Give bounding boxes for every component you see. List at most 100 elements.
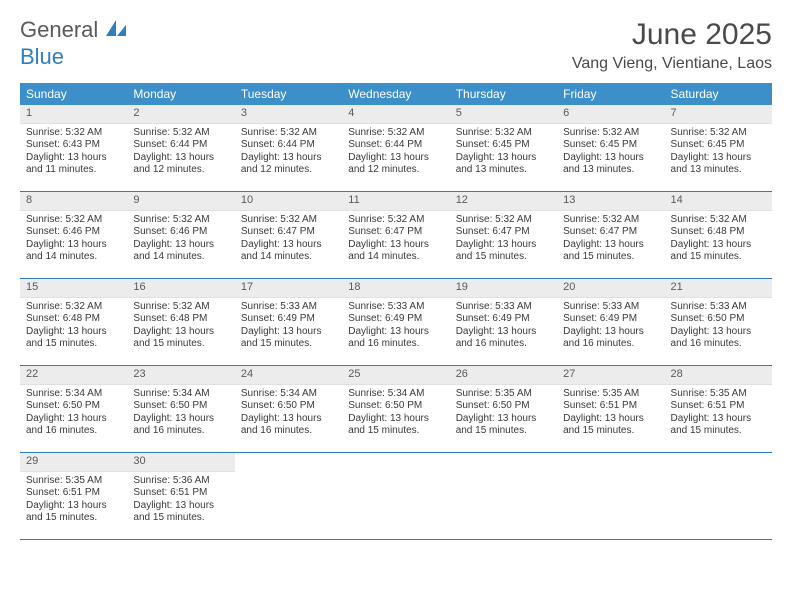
- day-header: Thursday: [450, 83, 557, 105]
- day-details: Sunrise: 5:33 AMSunset: 6:49 PMDaylight:…: [342, 298, 449, 357]
- day-details: Sunrise: 5:32 AMSunset: 6:47 PMDaylight:…: [557, 211, 664, 270]
- day-number: 27: [557, 366, 664, 385]
- day-number: 9: [127, 192, 234, 211]
- sunrise-line: Sunrise: 5:32 AM: [671, 127, 766, 140]
- daylight-line: Daylight: 13 hours and 15 minutes.: [133, 500, 228, 525]
- sunset-line: Sunset: 6:44 PM: [348, 139, 443, 152]
- daylight-line: Daylight: 13 hours and 15 minutes.: [133, 326, 228, 351]
- sunrise-line: Sunrise: 5:33 AM: [671, 301, 766, 314]
- day-number: 16: [127, 279, 234, 298]
- calendar-day: 24Sunrise: 5:34 AMSunset: 6:50 PMDayligh…: [235, 366, 342, 452]
- calendar-empty: [235, 453, 342, 539]
- daylight-line: Daylight: 13 hours and 14 minutes.: [133, 239, 228, 264]
- day-number: 3: [235, 105, 342, 124]
- calendar-week: 15Sunrise: 5:32 AMSunset: 6:48 PMDayligh…: [20, 279, 772, 366]
- daylight-line: Daylight: 13 hours and 16 minutes.: [456, 326, 551, 351]
- day-details: Sunrise: 5:34 AMSunset: 6:50 PMDaylight:…: [127, 385, 234, 444]
- calendar-day: 23Sunrise: 5:34 AMSunset: 6:50 PMDayligh…: [127, 366, 234, 452]
- day-details: Sunrise: 5:32 AMSunset: 6:44 PMDaylight:…: [235, 124, 342, 183]
- calendar-empty: [342, 453, 449, 539]
- daylight-line: Daylight: 13 hours and 16 minutes.: [563, 326, 658, 351]
- sunset-line: Sunset: 6:50 PM: [133, 400, 228, 413]
- day-number: 6: [557, 105, 664, 124]
- day-details: Sunrise: 5:32 AMSunset: 6:45 PMDaylight:…: [665, 124, 772, 183]
- sunrise-line: Sunrise: 5:32 AM: [133, 301, 228, 314]
- day-number: 15: [20, 279, 127, 298]
- sunset-line: Sunset: 6:48 PM: [133, 313, 228, 326]
- day-header-row: SundayMondayTuesdayWednesdayThursdayFrid…: [20, 83, 772, 105]
- calendar-day: 11Sunrise: 5:32 AMSunset: 6:47 PMDayligh…: [342, 192, 449, 278]
- sunset-line: Sunset: 6:48 PM: [671, 226, 766, 239]
- sunrise-line: Sunrise: 5:33 AM: [563, 301, 658, 314]
- sunset-line: Sunset: 6:46 PM: [133, 226, 228, 239]
- day-number: 23: [127, 366, 234, 385]
- day-details: Sunrise: 5:32 AMSunset: 6:45 PMDaylight:…: [557, 124, 664, 183]
- sunset-line: Sunset: 6:50 PM: [456, 400, 551, 413]
- day-number: 19: [450, 279, 557, 298]
- day-details: Sunrise: 5:33 AMSunset: 6:50 PMDaylight:…: [665, 298, 772, 357]
- sunrise-line: Sunrise: 5:32 AM: [26, 301, 121, 314]
- sunrise-line: Sunrise: 5:32 AM: [348, 214, 443, 227]
- day-details: Sunrise: 5:32 AMSunset: 6:44 PMDaylight:…: [127, 124, 234, 183]
- calendar-day: 18Sunrise: 5:33 AMSunset: 6:49 PMDayligh…: [342, 279, 449, 365]
- sunrise-line: Sunrise: 5:35 AM: [456, 388, 551, 401]
- sunset-line: Sunset: 6:49 PM: [241, 313, 336, 326]
- calendar-day: 26Sunrise: 5:35 AMSunset: 6:50 PMDayligh…: [450, 366, 557, 452]
- sunset-line: Sunset: 6:47 PM: [563, 226, 658, 239]
- day-number: 28: [665, 366, 772, 385]
- daylight-line: Daylight: 13 hours and 14 minutes.: [241, 239, 336, 264]
- day-header: Wednesday: [342, 83, 449, 105]
- sunrise-line: Sunrise: 5:33 AM: [348, 301, 443, 314]
- calendar-day: 19Sunrise: 5:33 AMSunset: 6:49 PMDayligh…: [450, 279, 557, 365]
- day-details: Sunrise: 5:34 AMSunset: 6:50 PMDaylight:…: [20, 385, 127, 444]
- daylight-line: Daylight: 13 hours and 15 minutes.: [671, 413, 766, 438]
- daylight-line: Daylight: 13 hours and 16 minutes.: [26, 413, 121, 438]
- daylight-line: Daylight: 13 hours and 13 minutes.: [456, 152, 551, 177]
- sunrise-line: Sunrise: 5:32 AM: [456, 127, 551, 140]
- day-number: 25: [342, 366, 449, 385]
- daylight-line: Daylight: 13 hours and 16 minutes.: [241, 413, 336, 438]
- day-number: 12: [450, 192, 557, 211]
- sunrise-line: Sunrise: 5:33 AM: [241, 301, 336, 314]
- calendar-week: 22Sunrise: 5:34 AMSunset: 6:50 PMDayligh…: [20, 366, 772, 453]
- sunrise-line: Sunrise: 5:35 AM: [26, 475, 121, 488]
- calendar-day: 25Sunrise: 5:34 AMSunset: 6:50 PMDayligh…: [342, 366, 449, 452]
- calendar-day: 12Sunrise: 5:32 AMSunset: 6:47 PMDayligh…: [450, 192, 557, 278]
- calendar-day: 6Sunrise: 5:32 AMSunset: 6:45 PMDaylight…: [557, 105, 664, 191]
- sunset-line: Sunset: 6:49 PM: [456, 313, 551, 326]
- day-number: 17: [235, 279, 342, 298]
- daylight-line: Daylight: 13 hours and 15 minutes.: [26, 326, 121, 351]
- calendar-day: 28Sunrise: 5:35 AMSunset: 6:51 PMDayligh…: [665, 366, 772, 452]
- sunrise-line: Sunrise: 5:36 AM: [133, 475, 228, 488]
- header: General June 2025 Vang Vieng, Vientiane,…: [20, 18, 772, 73]
- calendar-week: 8Sunrise: 5:32 AMSunset: 6:46 PMDaylight…: [20, 192, 772, 279]
- sunset-line: Sunset: 6:43 PM: [26, 139, 121, 152]
- day-number: 18: [342, 279, 449, 298]
- sunset-line: Sunset: 6:47 PM: [456, 226, 551, 239]
- day-details: Sunrise: 5:33 AMSunset: 6:49 PMDaylight:…: [450, 298, 557, 357]
- calendar-grid: 1Sunrise: 5:32 AMSunset: 6:43 PMDaylight…: [20, 105, 772, 540]
- daylight-line: Daylight: 13 hours and 13 minutes.: [671, 152, 766, 177]
- sunrise-line: Sunrise: 5:32 AM: [563, 127, 658, 140]
- daylight-line: Daylight: 13 hours and 11 minutes.: [26, 152, 121, 177]
- sunset-line: Sunset: 6:50 PM: [26, 400, 121, 413]
- day-number: 21: [665, 279, 772, 298]
- day-number: 22: [20, 366, 127, 385]
- calendar-day: 3Sunrise: 5:32 AMSunset: 6:44 PMDaylight…: [235, 105, 342, 191]
- calendar-day: 4Sunrise: 5:32 AMSunset: 6:44 PMDaylight…: [342, 105, 449, 191]
- daylight-line: Daylight: 13 hours and 16 minutes.: [133, 413, 228, 438]
- daylight-line: Daylight: 13 hours and 12 minutes.: [241, 152, 336, 177]
- day-details: Sunrise: 5:36 AMSunset: 6:51 PMDaylight:…: [127, 472, 234, 531]
- calendar-day: 20Sunrise: 5:33 AMSunset: 6:49 PMDayligh…: [557, 279, 664, 365]
- day-details: Sunrise: 5:35 AMSunset: 6:51 PMDaylight:…: [665, 385, 772, 444]
- calendar-day: 7Sunrise: 5:32 AMSunset: 6:45 PMDaylight…: [665, 105, 772, 191]
- daylight-line: Daylight: 13 hours and 16 minutes.: [671, 326, 766, 351]
- title-block: June 2025 Vang Vieng, Vientiane, Laos: [572, 18, 772, 73]
- sunset-line: Sunset: 6:44 PM: [241, 139, 336, 152]
- day-details: Sunrise: 5:32 AMSunset: 6:46 PMDaylight:…: [127, 211, 234, 270]
- sunrise-line: Sunrise: 5:35 AM: [563, 388, 658, 401]
- sunset-line: Sunset: 6:47 PM: [348, 226, 443, 239]
- day-header: Saturday: [665, 83, 772, 105]
- daylight-line: Daylight: 13 hours and 15 minutes.: [456, 413, 551, 438]
- daylight-line: Daylight: 13 hours and 15 minutes.: [671, 239, 766, 264]
